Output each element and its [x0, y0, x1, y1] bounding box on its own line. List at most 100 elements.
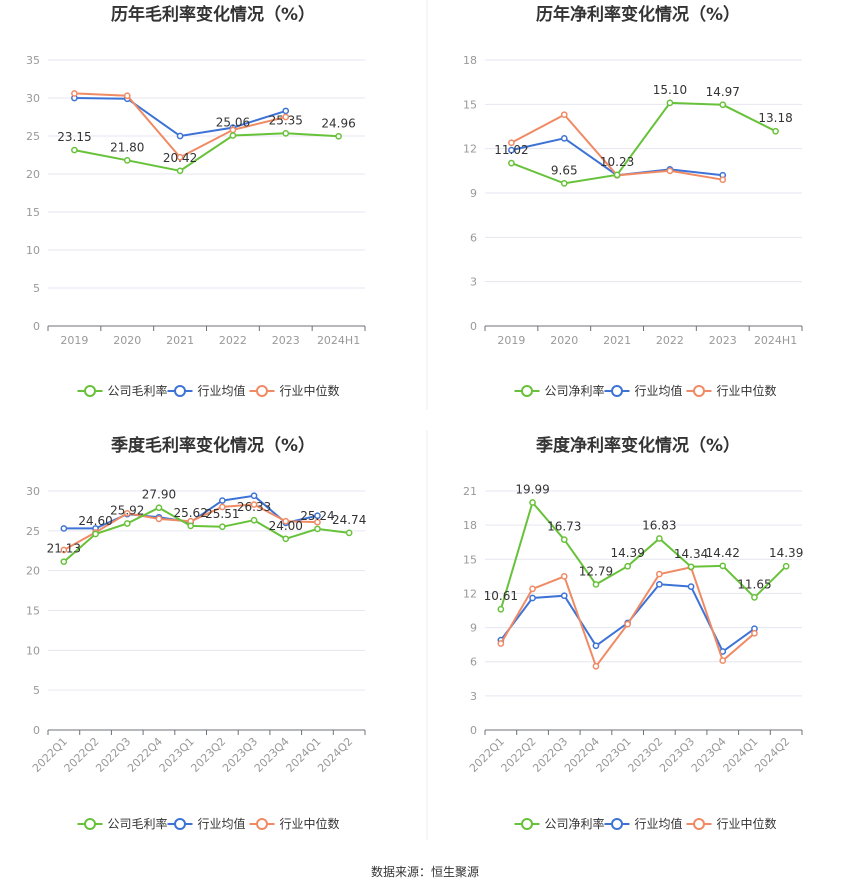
data-point-company[interactable] [772, 127, 779, 135]
data-point-industry-median[interactable] [719, 176, 727, 184]
legend-item-company[interactable]: 公司净利率 [514, 383, 605, 398]
data-point-company[interactable] [624, 562, 632, 570]
data-point-company[interactable] [155, 504, 163, 512]
data-point-industry-median[interactable] [497, 640, 505, 647]
legend-item-company[interactable]: 公司净利率 [514, 816, 605, 831]
data-point-industry-avg[interactable] [687, 583, 695, 590]
data-point-industry-median[interactable] [719, 657, 727, 664]
data-point-industry-avg[interactable] [219, 497, 226, 504]
data-point-company[interactable] [250, 516, 258, 524]
series-line-company [63, 506, 350, 563]
data-point-company[interactable] [508, 159, 515, 167]
data-point-company[interactable] [719, 562, 727, 570]
y-tick-label: 25 [26, 130, 40, 143]
data-point-company[interactable] [656, 535, 663, 542]
data-point-industry-avg[interactable] [250, 492, 258, 500]
data-point-industry-median[interactable] [314, 518, 321, 526]
data-point-industry-avg[interactable] [560, 134, 568, 142]
data-point-company[interactable] [335, 132, 342, 140]
data-point-industry-avg[interactable] [176, 132, 184, 140]
y-tick-label: 12 [463, 587, 477, 600]
data-point-industry-median[interactable] [529, 585, 536, 593]
legend-item-industry-avg[interactable]: 行业均值 [604, 383, 683, 398]
data-point-industry-median[interactable] [176, 153, 184, 161]
data-point-company[interactable] [529, 499, 536, 506]
legend-swatch-marker [693, 385, 705, 397]
data-point-company[interactable] [282, 535, 290, 543]
data-label: 23.15 [57, 130, 91, 144]
legend-item-industry-median[interactable]: 行业中位数 [686, 383, 777, 398]
data-point-industry-median[interactable] [751, 629, 758, 637]
data-point-industry-median[interactable] [155, 515, 163, 523]
data-point-company[interactable] [751, 594, 758, 601]
data-point-company[interactable] [782, 562, 790, 570]
data-point-company[interactable] [314, 525, 321, 533]
legend-item-industry-median[interactable]: 行业中位数 [686, 816, 777, 831]
legend-item-industry-median[interactable]: 行业中位数 [249, 816, 340, 831]
y-tick-label: 6 [470, 231, 477, 244]
data-point-industry-median[interactable] [282, 113, 290, 121]
data-point-company[interactable] [229, 132, 237, 139]
data-label: 14.42 [706, 546, 740, 560]
data-point-company[interactable] [176, 167, 184, 175]
data-point-company[interactable] [282, 129, 290, 137]
data-point-industry-median[interactable] [219, 503, 226, 511]
data-point-industry-avg[interactable] [560, 592, 568, 600]
legend-item-company[interactable]: 公司毛利率 [77, 383, 168, 398]
data-point-industry-median[interactable] [560, 111, 568, 119]
legend-swatch-marker [174, 818, 186, 830]
y-tick-label: 21 [463, 485, 477, 498]
data-point-industry-median[interactable] [560, 573, 568, 580]
legend-item-company[interactable]: 公司毛利率 [77, 816, 168, 831]
data-point-company[interactable] [592, 581, 600, 588]
data-point-industry-median[interactable] [508, 139, 515, 147]
legend-item-industry-median[interactable]: 行业中位数 [249, 383, 340, 398]
legend-item-industry-avg[interactable]: 行业均值 [167, 383, 246, 398]
data-point-industry-avg[interactable] [656, 580, 663, 588]
data-point-industry-median[interactable] [624, 620, 632, 628]
data-point-company[interactable] [187, 522, 194, 530]
data-point-industry-median[interactable] [282, 517, 290, 525]
data-point-industry-median[interactable] [656, 570, 663, 578]
data-point-industry-avg[interactable] [529, 594, 536, 602]
data-point-industry-median[interactable] [123, 509, 131, 517]
data-point-company[interactable] [123, 520, 131, 527]
legend-swatch-marker [174, 385, 186, 397]
data-point-industry-avg[interactable] [60, 525, 68, 532]
data-point-company[interactable] [60, 558, 68, 566]
chart-annual-gross-margin: 历年毛利率变化情况（%） 0 5 10 15 20 25 30 35 2019 2020 2021 20… [26, 4, 366, 398]
data-point-industry-avg[interactable] [314, 512, 321, 520]
x-tick-label: 2024H1 [754, 334, 797, 347]
data-point-company[interactable] [687, 563, 695, 571]
data-point-company[interactable] [92, 530, 99, 538]
y-tick-label: 15 [463, 553, 477, 566]
data-point-company[interactable] [71, 146, 78, 154]
data-label: 15.10 [653, 83, 687, 97]
data-point-industry-median[interactable] [60, 546, 68, 554]
legend-item-industry-avg[interactable]: 行业均值 [604, 816, 683, 831]
data-point-company[interactable] [666, 99, 674, 107]
data-label: 25.35 [269, 113, 303, 127]
data-point-industry-median[interactable] [592, 662, 600, 670]
legend-item-industry-avg[interactable]: 行业均值 [167, 816, 246, 831]
data-point-company[interactable] [719, 101, 727, 109]
data-point-company[interactable] [345, 529, 353, 537]
data-point-industry-median[interactable] [71, 90, 78, 97]
data-label: 10.61 [484, 589, 518, 603]
data-point-industry-avg[interactable] [282, 107, 290, 115]
data-point-company[interactable] [613, 171, 621, 179]
chart-title: 历年净利率变化情况（%） [536, 4, 740, 25]
legend-swatch-marker [521, 385, 533, 397]
x-tick-label: 2020 [550, 334, 578, 347]
data-point-industry-median[interactable] [123, 92, 131, 100]
data-point-company[interactable] [560, 536, 568, 543]
data-point-industry-median[interactable] [250, 501, 258, 508]
data-point-industry-avg[interactable] [508, 146, 515, 154]
data-point-company[interactable] [497, 605, 505, 613]
data-point-industry-avg[interactable] [592, 642, 600, 650]
data-point-company[interactable] [123, 156, 131, 164]
data-point-industry-median[interactable] [666, 167, 674, 175]
data-point-company[interactable] [560, 180, 568, 187]
data-point-company[interactable] [219, 523, 226, 531]
